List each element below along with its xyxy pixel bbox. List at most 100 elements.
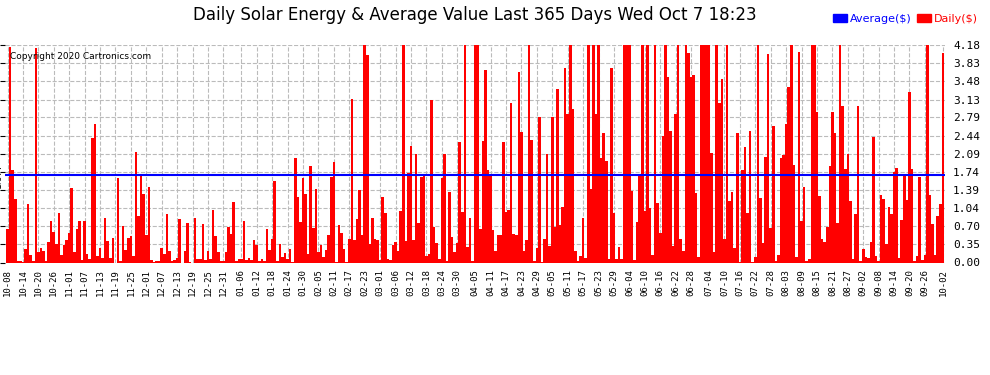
Bar xyxy=(705,45,708,262)
Text: Daily Solar Energy & Average Value Last 365 Days Wed Oct 7 18:23: Daily Solar Energy & Average Value Last … xyxy=(193,6,757,24)
Bar xyxy=(366,56,368,262)
Bar xyxy=(271,238,273,262)
Bar xyxy=(173,260,176,262)
Bar xyxy=(618,247,621,262)
Bar xyxy=(88,260,91,262)
Bar xyxy=(83,221,86,262)
Bar xyxy=(777,255,780,262)
Bar xyxy=(40,249,43,262)
Bar xyxy=(481,141,484,262)
Bar xyxy=(384,213,386,262)
Bar xyxy=(790,45,793,262)
Bar xyxy=(330,177,333,262)
Bar xyxy=(138,216,140,262)
Bar xyxy=(839,45,842,262)
Bar xyxy=(510,103,513,262)
Bar xyxy=(536,249,539,262)
Bar xyxy=(484,70,487,262)
Bar xyxy=(628,45,631,262)
Bar xyxy=(163,254,165,262)
Bar xyxy=(849,201,851,262)
Bar xyxy=(919,177,921,262)
Bar xyxy=(882,199,885,262)
Bar xyxy=(505,212,507,262)
Bar xyxy=(397,251,399,262)
Bar xyxy=(610,68,613,262)
Bar xyxy=(644,211,646,262)
Bar xyxy=(734,248,736,262)
Bar xyxy=(341,233,343,262)
Bar xyxy=(595,114,597,262)
Bar xyxy=(651,255,653,262)
Bar xyxy=(276,261,278,262)
Bar xyxy=(120,261,122,262)
Bar xyxy=(608,260,610,262)
Bar xyxy=(299,222,302,262)
Bar xyxy=(91,138,94,262)
Bar xyxy=(914,261,916,262)
Bar xyxy=(518,72,520,262)
Bar xyxy=(901,220,903,262)
Bar xyxy=(371,218,373,262)
Bar xyxy=(661,135,664,262)
Bar xyxy=(284,253,286,262)
Bar xyxy=(674,114,677,262)
Bar xyxy=(582,218,584,262)
Bar xyxy=(621,260,623,262)
Bar xyxy=(479,229,481,262)
Bar xyxy=(911,170,914,262)
Bar xyxy=(150,260,152,262)
Bar xyxy=(813,45,816,262)
Bar xyxy=(358,190,360,262)
Bar xyxy=(474,45,476,262)
Bar xyxy=(230,234,233,262)
Bar xyxy=(875,256,877,262)
Legend: Average($), Daily($): Average($), Daily($) xyxy=(829,9,982,28)
Bar xyxy=(646,45,648,262)
Bar xyxy=(35,48,37,262)
Bar xyxy=(677,45,679,262)
Bar xyxy=(937,216,940,262)
Bar xyxy=(240,259,243,262)
Bar xyxy=(415,154,418,262)
Bar xyxy=(441,178,444,262)
Bar xyxy=(834,134,837,262)
Bar xyxy=(436,243,438,262)
Bar xyxy=(569,45,571,262)
Bar xyxy=(135,152,138,262)
Bar xyxy=(127,238,130,262)
Bar xyxy=(289,249,291,262)
Bar xyxy=(186,224,189,262)
Bar xyxy=(862,249,864,262)
Bar xyxy=(107,241,109,262)
Bar xyxy=(867,258,869,262)
Bar xyxy=(934,255,937,262)
Bar xyxy=(323,257,325,262)
Bar xyxy=(539,117,541,262)
Bar xyxy=(544,238,545,262)
Bar xyxy=(556,89,558,262)
Bar xyxy=(531,140,533,262)
Bar xyxy=(780,158,782,262)
Bar xyxy=(278,244,281,262)
Bar xyxy=(829,166,831,262)
Bar xyxy=(130,237,132,262)
Bar xyxy=(112,237,114,262)
Bar xyxy=(761,243,764,262)
Bar xyxy=(68,233,70,262)
Bar xyxy=(14,199,17,262)
Bar xyxy=(489,176,492,262)
Bar xyxy=(456,243,458,262)
Bar xyxy=(916,256,919,262)
Bar xyxy=(700,45,703,262)
Bar xyxy=(178,219,181,262)
Bar xyxy=(798,52,800,262)
Bar xyxy=(690,77,692,262)
Bar xyxy=(571,109,574,262)
Bar xyxy=(43,251,45,262)
Bar xyxy=(65,240,68,262)
Bar xyxy=(461,212,463,262)
Bar xyxy=(463,45,466,262)
Bar xyxy=(492,230,494,262)
Bar xyxy=(903,174,906,262)
